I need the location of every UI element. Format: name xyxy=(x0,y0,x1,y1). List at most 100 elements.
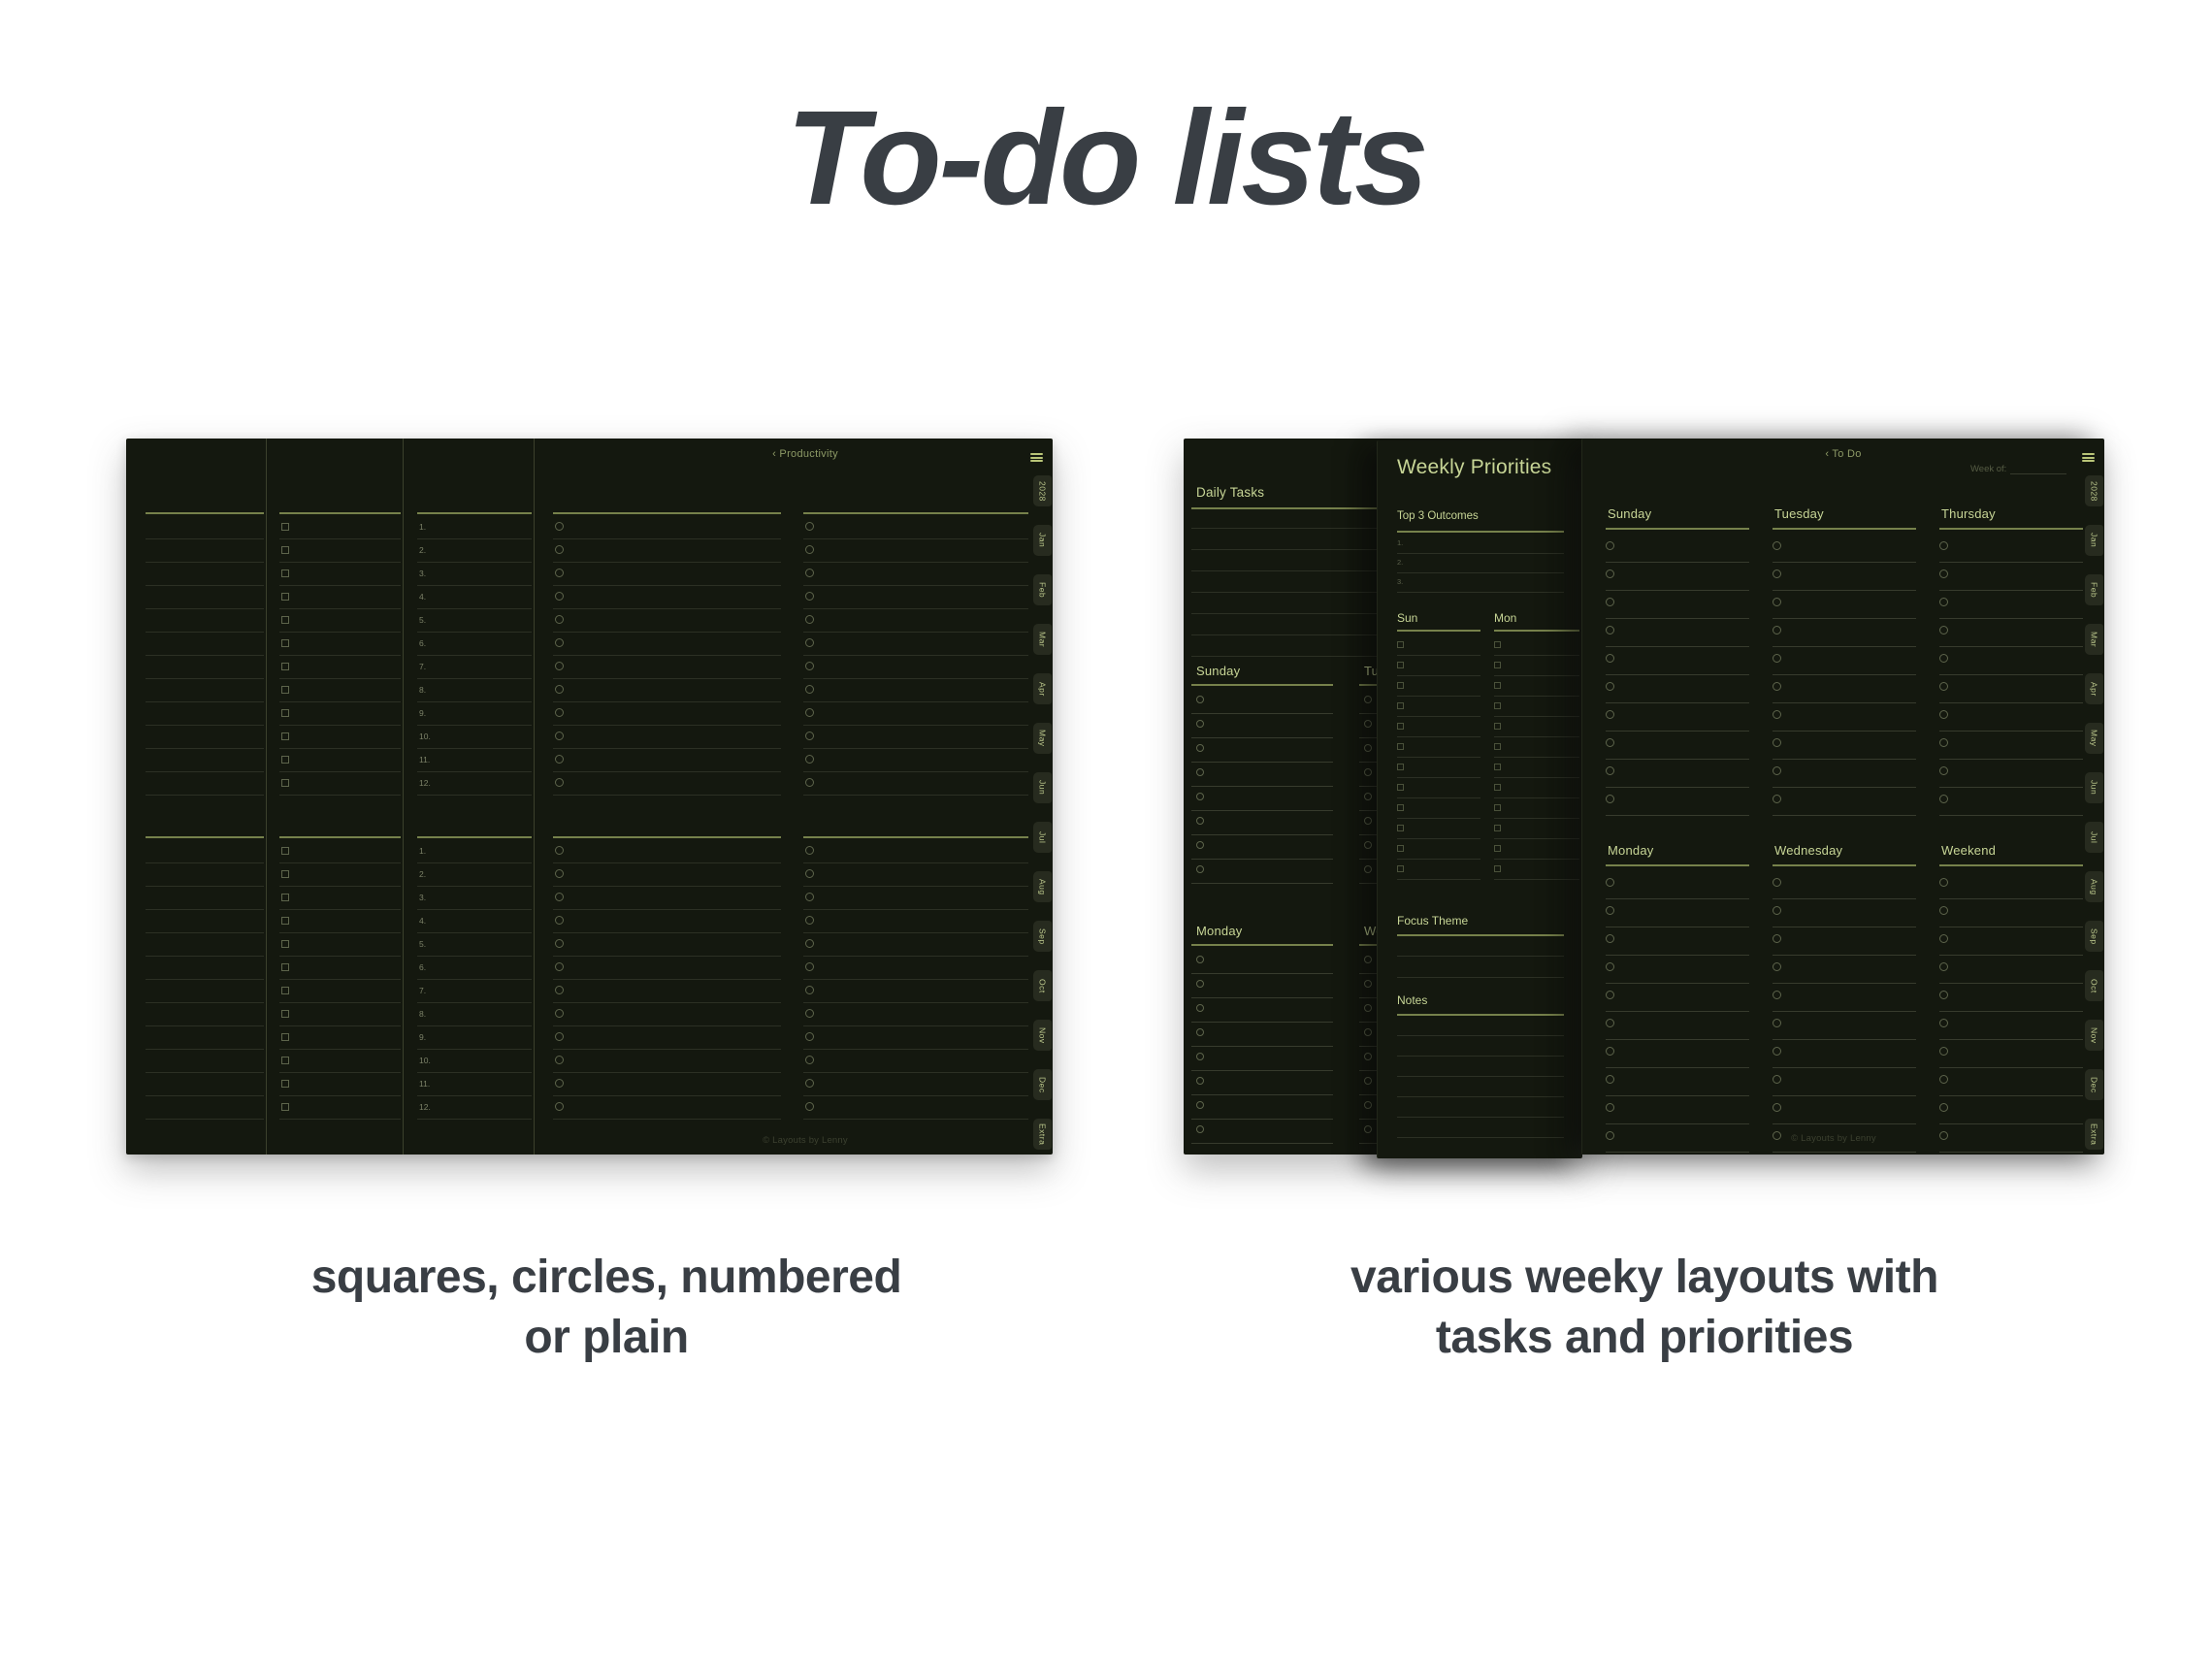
tab-extra[interactable]: Extra xyxy=(2085,1119,2103,1150)
task-row xyxy=(1606,759,1749,788)
back-link-todo[interactable]: ‹ To Do xyxy=(1825,448,1862,460)
checkbox-circle-icon xyxy=(1939,1019,1948,1027)
tab-aug[interactable]: Aug xyxy=(2085,871,2103,902)
tab-extra[interactable]: Extra xyxy=(1033,1119,1052,1150)
tab-2028[interactable]: 2028 xyxy=(1033,475,1052,506)
tab-jan[interactable]: Jan xyxy=(2085,525,2103,556)
task-row xyxy=(1939,1095,2083,1124)
checkbox-square-icon xyxy=(1494,825,1501,831)
weekly-priorities-page: Weekly Priorities Top 3 Outcomes Sun Mon… xyxy=(1377,440,1582,1158)
task-row xyxy=(1191,997,1333,1023)
section-header-line xyxy=(417,836,532,838)
back-link-productivity[interactable]: ‹ Productivity xyxy=(772,448,838,460)
tab-may[interactable]: May xyxy=(1033,723,1052,754)
tab-apr[interactable]: Apr xyxy=(1033,673,1052,704)
tab-feb[interactable]: Feb xyxy=(2085,574,2103,605)
checkbox-square-icon xyxy=(281,593,289,601)
checkbox-circle-icon xyxy=(805,893,814,901)
task-row xyxy=(1191,1119,1333,1144)
checkbox-circle-icon xyxy=(555,916,564,925)
todo-row xyxy=(553,655,781,679)
tab-jun[interactable]: Jun xyxy=(1033,772,1052,803)
tab-feb[interactable]: Feb xyxy=(1033,574,1052,605)
tab-nov[interactable]: Nov xyxy=(2085,1020,2103,1051)
checkbox-square-icon xyxy=(281,709,289,717)
tab-nov[interactable]: Nov xyxy=(1033,1020,1052,1051)
day-underline xyxy=(1191,944,1333,946)
checkbox-circle-icon xyxy=(555,893,564,901)
task-row xyxy=(1191,737,1333,763)
section-header-line xyxy=(803,512,1028,514)
top-3-outcomes-heading: Top 3 Outcomes xyxy=(1397,510,1479,522)
checkbox-square-icon xyxy=(1397,641,1404,648)
tab-jan[interactable]: Jan xyxy=(1033,525,1052,556)
checkbox-circle-icon xyxy=(555,522,564,531)
tab-jul[interactable]: Jul xyxy=(2085,822,2103,853)
tab-sep[interactable]: Sep xyxy=(1033,921,1052,952)
menu-icon[interactable] xyxy=(1030,453,1043,463)
row-number: 7. xyxy=(419,986,427,995)
checkbox-row xyxy=(1494,838,1579,860)
task-row xyxy=(1939,590,2083,619)
checkbox-circle-icon xyxy=(1773,738,1781,747)
tab-dec[interactable]: Dec xyxy=(1033,1069,1052,1100)
task-row xyxy=(1191,834,1333,860)
day-underline xyxy=(1397,630,1480,632)
week-of-field[interactable]: Week of: xyxy=(1970,464,2067,474)
tab-jul[interactable]: Jul xyxy=(1033,822,1052,853)
checkbox-circle-icon xyxy=(805,615,814,624)
tab-dec[interactable]: Dec xyxy=(2085,1069,2103,1100)
task-row xyxy=(1191,689,1333,714)
tab-oct[interactable]: Oct xyxy=(2085,970,2103,1001)
task-row xyxy=(1606,1123,1749,1153)
checkbox-row xyxy=(1397,859,1480,880)
checkbox-row xyxy=(1397,777,1480,798)
task-row xyxy=(1773,955,1916,984)
checkbox-square-icon xyxy=(1397,702,1404,709)
todo-row xyxy=(146,862,264,887)
tab-oct[interactable]: Oct xyxy=(1033,970,1052,1001)
row-number: 10. xyxy=(419,732,431,741)
todo-row xyxy=(553,1095,781,1120)
todo-row xyxy=(553,909,781,933)
row-number: 8. xyxy=(419,1009,427,1019)
checkbox-circle-icon xyxy=(1939,766,1948,775)
menu-icon[interactable] xyxy=(2082,453,2095,463)
tab-sep[interactable]: Sep xyxy=(2085,921,2103,952)
focus-theme-heading: Focus Theme xyxy=(1397,914,1469,927)
task-row xyxy=(1191,713,1333,738)
checkbox-square-icon xyxy=(281,917,289,925)
tab-mar[interactable]: Mar xyxy=(1033,624,1052,655)
checkbox-circle-icon xyxy=(1196,865,1204,873)
checkbox-circle-icon xyxy=(1939,710,1948,719)
task-row xyxy=(1191,786,1333,811)
checkbox-circle-icon xyxy=(1606,1103,1614,1112)
checkbox-square-icon xyxy=(1397,662,1404,668)
todo-row: 2. xyxy=(417,538,532,563)
tab-aug[interactable]: Aug xyxy=(1033,871,1052,902)
caption-right-line2: tasks and priorities xyxy=(1435,1312,1854,1364)
checkbox-row xyxy=(1397,838,1480,860)
task-row xyxy=(1191,973,1333,998)
tab-may[interactable]: May xyxy=(2085,723,2103,754)
checkbox-circle-icon xyxy=(555,778,564,787)
todo-row xyxy=(279,1025,401,1050)
checkbox-circle-icon xyxy=(1196,744,1204,752)
checkbox-circle-icon xyxy=(1773,962,1781,971)
checkbox-circle-icon xyxy=(1606,962,1614,971)
checkbox-circle-icon xyxy=(555,962,564,971)
checkbox-circle-icon xyxy=(555,1032,564,1041)
todo-row: 7. xyxy=(417,655,532,679)
todo-row: 10. xyxy=(417,1049,532,1073)
tab-jun[interactable]: Jun xyxy=(2085,772,2103,803)
tab-apr[interactable]: Apr xyxy=(2085,673,2103,704)
todo-row: 4. xyxy=(417,585,532,609)
checkbox-circle-icon xyxy=(1773,541,1781,550)
checkbox-circle-icon xyxy=(555,1102,564,1111)
rule-line xyxy=(1397,1056,1564,1057)
productivity-page-screenshot: ‹ Productivity 1. 2. 3. 4. 5. 6. 7. 8. 9. 10. 11. 1… xyxy=(126,439,1053,1155)
day-underline xyxy=(1939,528,2083,530)
checkbox-square-icon xyxy=(281,870,289,878)
tab-2028[interactable]: 2028 xyxy=(2085,475,2103,506)
tab-mar[interactable]: Mar xyxy=(2085,624,2103,655)
